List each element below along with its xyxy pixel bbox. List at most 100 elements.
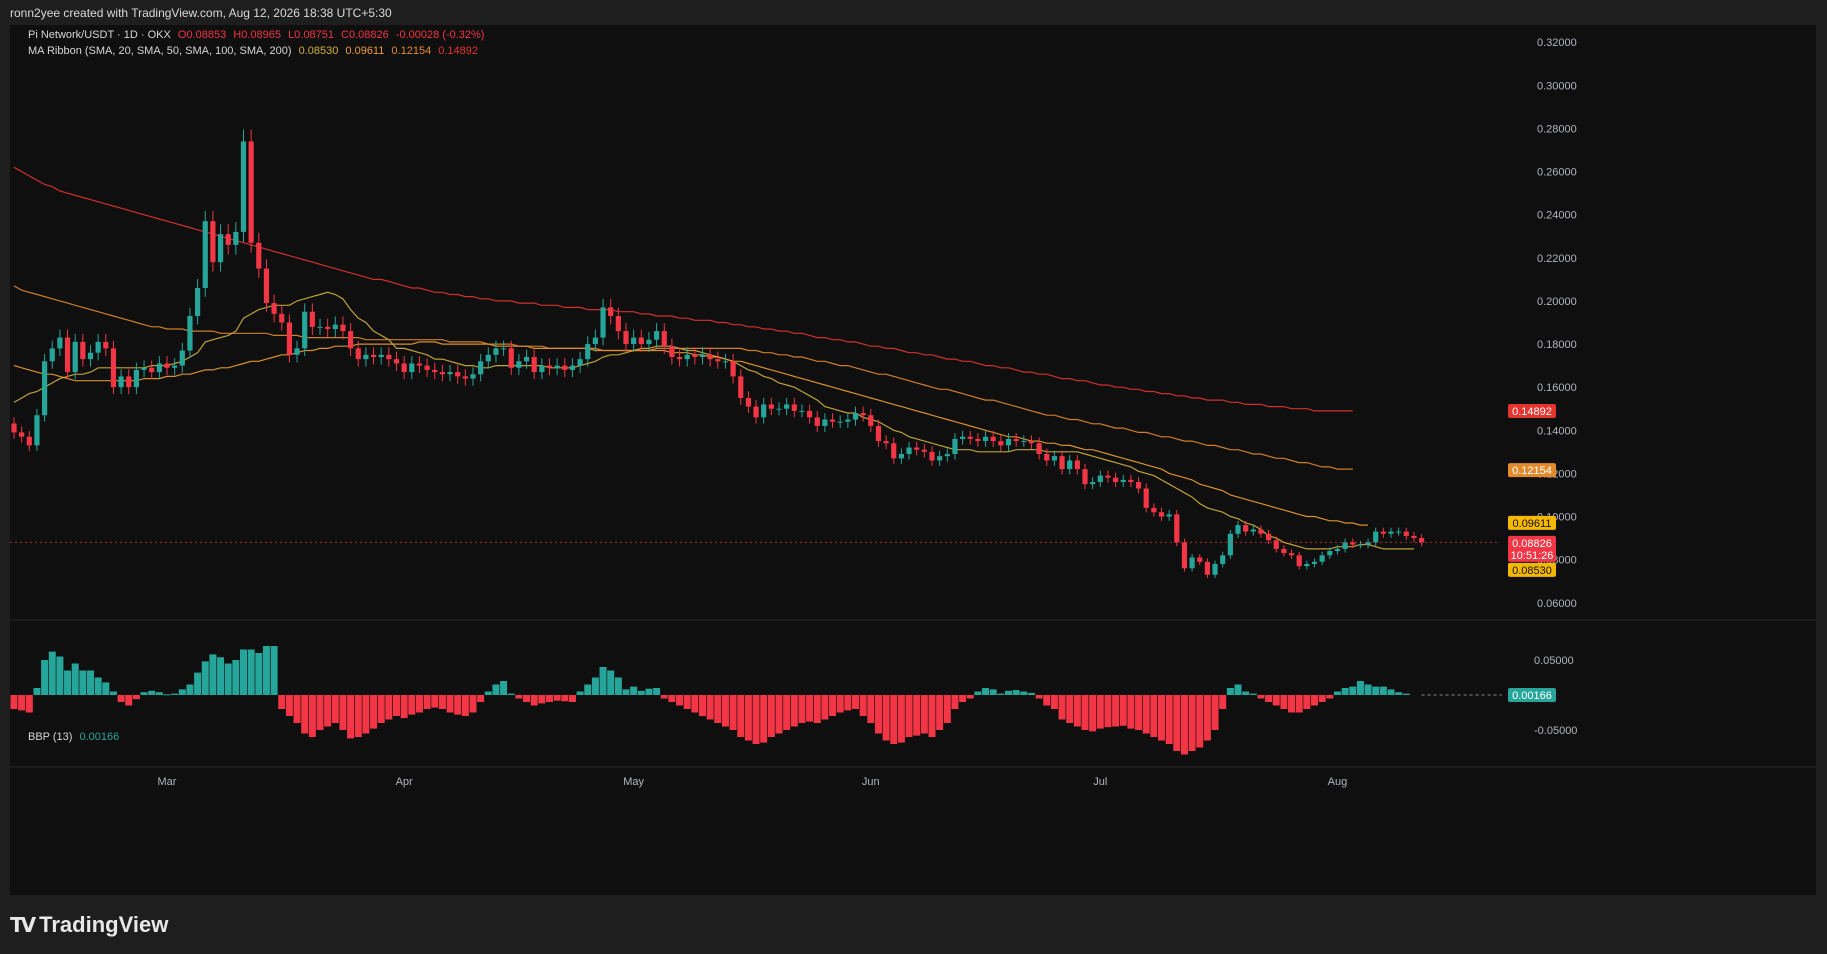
bbp-bar xyxy=(25,695,33,713)
bbp-bar xyxy=(1326,695,1334,699)
bbp-bar xyxy=(1249,693,1257,695)
candle-body xyxy=(791,404,797,411)
bbp-bar xyxy=(201,661,209,695)
bbp-bar xyxy=(415,695,423,713)
bbp-bar xyxy=(1219,695,1227,709)
candle-body xyxy=(1067,460,1073,470)
ma100-value: 0.12154 xyxy=(391,45,432,57)
candle-body xyxy=(1212,563,1218,575)
candle-body xyxy=(1151,507,1157,513)
candle-body xyxy=(1082,469,1088,485)
candle-body xyxy=(829,419,836,422)
candle-body xyxy=(141,367,147,370)
bbp-bar xyxy=(1173,695,1181,751)
bbp-bar xyxy=(10,695,18,709)
candle-body xyxy=(799,410,805,412)
bbp-bar xyxy=(102,682,110,695)
candle-body xyxy=(1243,525,1249,532)
bbp-bar xyxy=(293,695,301,723)
candle-body xyxy=(1005,438,1012,446)
price-tick-label: 0.28000 xyxy=(1537,123,1577,135)
candle-body xyxy=(990,436,996,442)
bbp-bar xyxy=(806,695,814,722)
candle-body xyxy=(172,365,178,368)
candle-body xyxy=(1105,475,1111,478)
bbp-bar xyxy=(1150,695,1158,737)
bbp-bar xyxy=(515,695,523,699)
bbp-bar xyxy=(737,695,745,737)
candle-body xyxy=(401,363,407,373)
chart-frame[interactable]: 0.32000 0.30000 0.28000 0.26000 0.24000 0.220… xyxy=(10,25,1816,895)
candle-body xyxy=(669,346,675,357)
candle-body xyxy=(898,454,904,459)
candle-body xyxy=(1350,542,1356,545)
bbp-bar xyxy=(798,695,806,723)
bbp-bar xyxy=(1104,695,1112,728)
candle-body xyxy=(944,454,950,457)
bbp-bar xyxy=(469,695,477,713)
candle-body xyxy=(952,438,958,455)
candle-body xyxy=(822,419,828,426)
candle-body xyxy=(279,313,285,323)
bbp-bar xyxy=(1073,695,1081,727)
symbol-legend: Pi Network/USDT · 1D · OKX O0.08853 H0.0… xyxy=(28,29,484,41)
candle-body xyxy=(960,436,966,439)
tradingview-logo[interactable]: 𝗧𝗩 TradingView xyxy=(10,912,168,938)
candle-body xyxy=(768,404,774,409)
candle-body xyxy=(891,443,897,459)
candle-body xyxy=(493,348,499,355)
bbp-bar xyxy=(362,695,370,734)
candle-body xyxy=(638,337,644,345)
bbp-bar xyxy=(982,688,990,695)
candle-body xyxy=(738,376,744,398)
time-tick-label: Apr xyxy=(396,776,413,788)
bbp-bar xyxy=(951,695,959,709)
candle-body xyxy=(776,408,782,410)
chart-canvas[interactable]: 0.32000 0.30000 0.28000 0.26000 0.24000 0.220… xyxy=(10,25,1816,895)
bbp-bar xyxy=(790,695,798,727)
candle-body xyxy=(195,288,201,317)
ohlc-high: H0.08965 xyxy=(233,29,281,41)
candle-body xyxy=(95,341,101,353)
bbp-bar xyxy=(163,694,171,696)
symbol-name: Pi Network/USDT · 1D · OKX xyxy=(28,29,171,41)
candle-body xyxy=(814,417,820,426)
bbp-bar xyxy=(370,695,378,729)
ma-line-sma20 xyxy=(13,291,1414,550)
bbp-bar xyxy=(1012,690,1020,695)
candle-body xyxy=(569,365,576,370)
attribution-text: ronn2yee created with TradingView.com, A… xyxy=(10,6,392,20)
bbp-bar xyxy=(316,695,324,730)
candle-body xyxy=(1227,533,1233,556)
bbp-value: 0.00166 xyxy=(79,731,120,743)
bbp-bar xyxy=(408,695,416,715)
bbp-bar xyxy=(484,691,492,695)
candle-body xyxy=(1235,525,1241,534)
bbp-bar xyxy=(1272,695,1280,706)
bbp-bar xyxy=(1066,695,1074,723)
bbp-bar xyxy=(1379,686,1387,695)
candle-body xyxy=(875,425,882,442)
candle-body xyxy=(1166,514,1172,517)
candle-body xyxy=(1419,538,1425,543)
candle-body xyxy=(462,376,468,379)
candle-body xyxy=(531,356,537,373)
candle-body xyxy=(1342,542,1348,549)
bbp-bar xyxy=(87,670,94,695)
ma-ribbon xyxy=(13,166,1414,550)
bbp-bar xyxy=(1257,695,1265,699)
bbp-bar xyxy=(1158,695,1165,741)
candle-body xyxy=(1411,535,1417,539)
tradingview-icon: 𝗧𝗩 xyxy=(10,914,36,937)
last-price-badge-bg xyxy=(1508,535,1556,562)
bbp-bar xyxy=(1180,695,1188,755)
bbp-bar xyxy=(423,695,431,709)
price-tick-label: 0.16000 xyxy=(1537,382,1577,394)
bbp-bar xyxy=(155,692,163,695)
candle-body xyxy=(1128,479,1134,483)
price-tick-label: 0.30000 xyxy=(1537,80,1577,92)
bbp-bar xyxy=(339,695,347,730)
bbp-bar xyxy=(1112,695,1120,727)
candle-body xyxy=(317,326,323,328)
